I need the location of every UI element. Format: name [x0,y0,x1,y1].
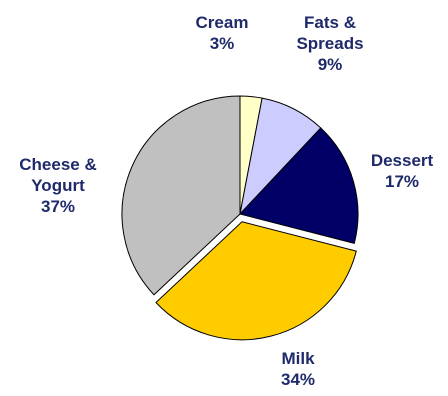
slice-label-milk: Milk 34% [281,349,315,389]
pie-slice-dessert [239,127,359,244]
slice-name-label: Cheese & [19,155,96,174]
pie-labels: Cream 3% Fats & Spreads 9% Dessert 17% Milk 34% C… [19,13,433,389]
pie-slice-cheese-yogurt [121,95,241,296]
slice-percent-label: 37% [41,197,75,216]
slice-name-label: Milk [281,349,315,368]
slice-percent-label: 17% [385,172,419,191]
slice-name-label: Cream [196,13,249,32]
slice-name-label: Fats & [304,13,356,32]
slice-name-label: Dessert [371,151,434,170]
slice-label-fats-spreads: Fats & Spreads 9% [296,13,363,74]
slice-percent-label: 3% [210,34,235,53]
pie-slices [121,95,359,341]
slice-name-label: Spreads [296,34,363,53]
slice-name-label: Yogurt [31,176,85,195]
pie-slice-milk [155,221,357,341]
slice-percent-label: 9% [318,55,343,74]
slice-percent-label: 34% [281,370,315,389]
slice-label-cheese-yogurt: Cheese & Yogurt 37% [19,155,96,216]
slice-label-dessert: Dessert 17% [371,151,434,191]
slice-label-cream: Cream 3% [196,13,249,53]
